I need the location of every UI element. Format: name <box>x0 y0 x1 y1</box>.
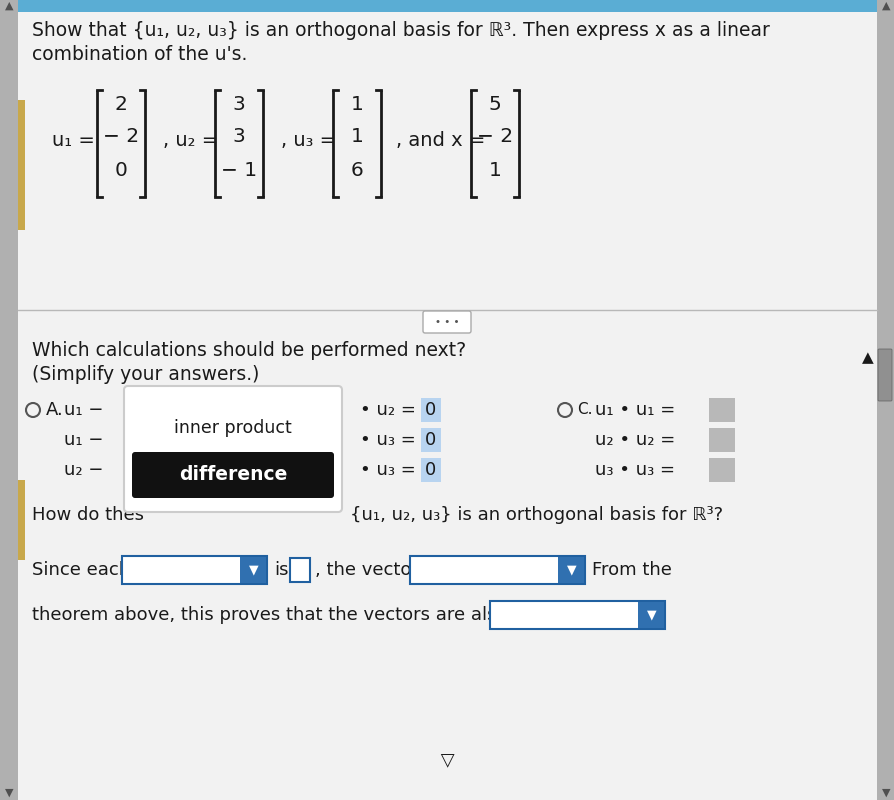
Text: 6: 6 <box>350 161 363 179</box>
Text: difference: difference <box>179 466 287 485</box>
Text: {u₁, u₂, u₃} is an orthogonal basis for ℝ³?: {u₁, u₂, u₃} is an orthogonal basis for … <box>350 506 722 524</box>
Text: • u₃ =: • u₃ = <box>359 461 421 479</box>
Text: From the: From the <box>591 561 671 579</box>
Text: ▼: ▼ <box>4 788 13 798</box>
Text: 3: 3 <box>232 94 245 114</box>
Text: is: is <box>274 561 288 579</box>
Bar <box>557 557 584 583</box>
Text: u₂ • u₂ =: u₂ • u₂ = <box>595 431 674 449</box>
Text: u₂ −: u₂ − <box>64 461 104 479</box>
Text: − 2: − 2 <box>103 127 139 146</box>
Text: , u₃ =: , u₃ = <box>281 130 336 150</box>
Text: • u₃ =: • u₃ = <box>359 431 421 449</box>
Text: u₁ −: u₁ − <box>64 401 104 419</box>
Text: 2: 2 <box>114 94 127 114</box>
Text: ▲: ▲ <box>4 1 13 11</box>
Text: C.: C. <box>577 402 592 418</box>
FancyBboxPatch shape <box>131 452 333 498</box>
FancyBboxPatch shape <box>708 398 734 422</box>
Text: 1: 1 <box>350 127 363 146</box>
Text: 1: 1 <box>350 94 363 114</box>
Text: , the vectors: , the vectors <box>315 561 427 579</box>
Bar <box>0 0 894 12</box>
Text: , and x =: , and x = <box>395 130 485 150</box>
Text: theorem above, this proves that the vectors are also: theorem above, this proves that the vect… <box>32 606 507 624</box>
Text: • u₂ =: • u₂ = <box>359 401 421 419</box>
Text: 0: 0 <box>425 401 436 419</box>
FancyBboxPatch shape <box>708 428 734 452</box>
Text: A.: A. <box>46 401 63 419</box>
Text: How do thes: How do thes <box>32 506 144 524</box>
Bar <box>876 0 894 800</box>
FancyBboxPatch shape <box>290 558 309 582</box>
Text: ▷: ▷ <box>437 753 455 767</box>
Text: ▼: ▼ <box>881 788 890 798</box>
Text: ▼: ▼ <box>249 563 258 577</box>
Text: ▼: ▼ <box>646 609 655 622</box>
FancyBboxPatch shape <box>708 458 734 482</box>
FancyBboxPatch shape <box>489 601 664 629</box>
Bar <box>18 100 25 230</box>
Text: ▲: ▲ <box>861 350 873 366</box>
FancyBboxPatch shape <box>122 556 266 584</box>
FancyBboxPatch shape <box>420 458 441 482</box>
Text: Which calculations should be performed next?: Which calculations should be performed n… <box>32 341 466 359</box>
Text: 5: 5 <box>488 94 501 114</box>
Text: (Simplify your answers.): (Simplify your answers.) <box>32 366 259 385</box>
Bar <box>637 602 663 628</box>
FancyBboxPatch shape <box>877 349 891 401</box>
FancyBboxPatch shape <box>420 428 441 452</box>
Text: inner product: inner product <box>174 419 291 437</box>
Text: , u₂ =: , u₂ = <box>163 130 218 150</box>
FancyBboxPatch shape <box>423 311 470 333</box>
Text: 1: 1 <box>488 161 501 179</box>
Text: 0: 0 <box>425 461 436 479</box>
Text: u₃ • u₃ =: u₃ • u₃ = <box>595 461 674 479</box>
Bar <box>0 0 18 800</box>
Text: ▲: ▲ <box>881 1 890 11</box>
Text: u₁ =: u₁ = <box>52 130 95 150</box>
Text: • • •: • • • <box>434 317 459 327</box>
Text: u₁ • u₁ =: u₁ • u₁ = <box>595 401 674 419</box>
Text: combination of the u's.: combination of the u's. <box>32 46 247 65</box>
Text: Since each: Since each <box>32 561 130 579</box>
FancyBboxPatch shape <box>420 398 441 422</box>
Text: ▼: ▼ <box>566 563 576 577</box>
Text: Show that {u₁, u₂, u₃} is an orthogonal basis for ℝ³. Then express x as a linear: Show that {u₁, u₂, u₃} is an orthogonal … <box>32 21 769 39</box>
Text: − 2: − 2 <box>477 127 512 146</box>
Text: u₁ −: u₁ − <box>64 431 104 449</box>
Bar <box>18 480 25 560</box>
Text: 0: 0 <box>425 431 436 449</box>
Text: 3: 3 <box>232 127 245 146</box>
Text: 0: 0 <box>114 161 127 179</box>
FancyBboxPatch shape <box>124 386 342 512</box>
FancyBboxPatch shape <box>409 556 585 584</box>
Bar <box>240 557 266 583</box>
Text: − 1: − 1 <box>221 161 257 179</box>
